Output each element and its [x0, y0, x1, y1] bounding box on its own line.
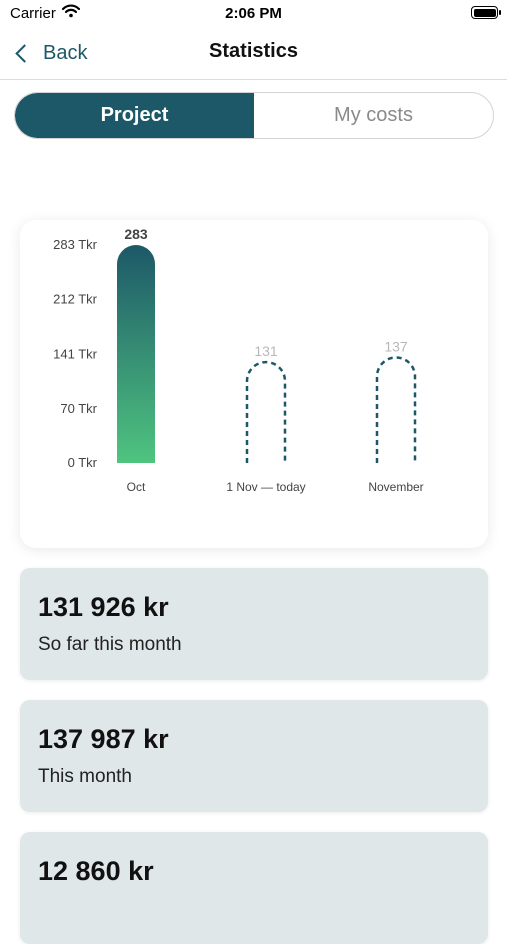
stat-card-this-month[interactable]: 137 987 kr This month — [20, 700, 488, 812]
stat-card-so-far[interactable]: 131 926 kr So far this month — [20, 568, 488, 680]
bar-value-label: 137 — [384, 338, 408, 354]
navigation-bar: Back Statistics — [0, 28, 507, 80]
x-category-label: Oct — [127, 480, 146, 494]
page-title: Statistics — [209, 40, 298, 62]
bar-chart: 0 Tkr 70 Tkr 141 Tkr 212 Tkr 283 Tkr 283 Oct 13… — [53, 226, 424, 494]
chart-card: 0 Tkr 70 Tkr 141 Tkr 212 Tkr 283 Tkr 283 Oct 13… — [20, 220, 488, 548]
stat-amount: 137 987 kr — [38, 724, 169, 754]
y-tick-label: 70 Tkr — [60, 401, 97, 416]
battery-icon — [471, 6, 501, 19]
wifi-icon — [61, 4, 81, 23]
bar-projected — [245, 360, 287, 463]
bar — [117, 245, 155, 463]
stat-label: So far this month — [38, 634, 182, 655]
status-bar: Carrier 2:06 PM — [0, 0, 507, 28]
carrier-label: Carrier — [10, 5, 56, 22]
x-category-label: 1 Nov — today — [226, 480, 305, 494]
stat-card-third[interactable]: 12 860 kr — [20, 832, 488, 944]
segmented-control: Project My costs — [14, 92, 494, 139]
bar-projected — [375, 356, 417, 463]
stat-label: This month — [38, 766, 132, 787]
back-button[interactable]: Back — [12, 38, 87, 68]
stat-amount: 12 860 kr — [38, 856, 154, 886]
stat-amount: 131 926 kr — [38, 592, 169, 622]
y-tick-label: 212 Tkr — [53, 292, 98, 307]
tab-my-costs[interactable]: My costs — [334, 104, 413, 126]
y-tick-label: 0 Tkr — [68, 455, 98, 470]
bar-value-label: 131 — [254, 343, 278, 359]
x-category-label: November — [368, 480, 423, 494]
tab-project[interactable]: Project — [15, 93, 254, 138]
bar-value-label: 283 — [124, 226, 148, 242]
y-tick-label: 141 Tkr — [53, 346, 98, 361]
back-label: Back — [43, 41, 88, 64]
status-time: 2:06 PM — [225, 5, 282, 22]
y-tick-label: 283 Tkr — [53, 237, 98, 252]
